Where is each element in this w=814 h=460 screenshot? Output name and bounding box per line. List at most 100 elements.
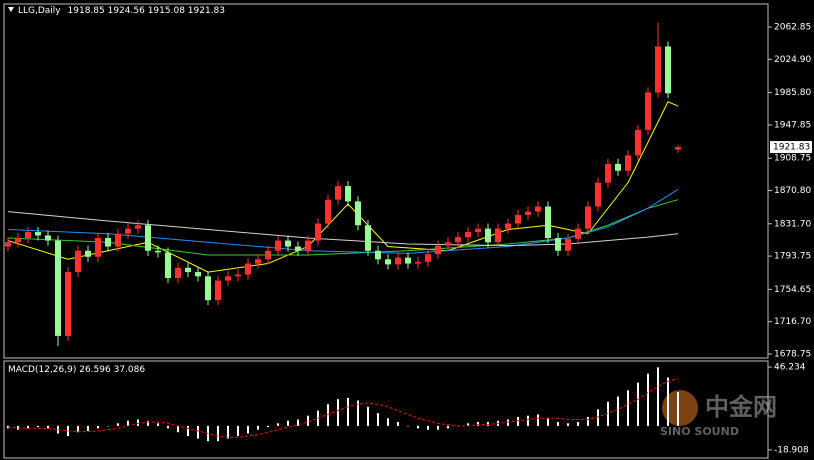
y-tick-label: 46.234	[774, 363, 806, 373]
watermark-logo	[662, 390, 698, 426]
macd-bar	[287, 420, 289, 426]
candle-body	[495, 228, 501, 243]
y-tick-label: 2024.90	[774, 55, 811, 65]
candle-body	[355, 201, 361, 226]
candle-body	[655, 46, 661, 93]
macd-bar	[377, 413, 379, 426]
macd-bar	[397, 422, 399, 426]
candle-body	[515, 215, 521, 224]
candle-body	[45, 235, 51, 241]
y-tick-label: 1716.70	[774, 317, 811, 327]
candle-body	[645, 92, 651, 130]
macd-bar	[657, 367, 659, 426]
macd-bar	[177, 425, 179, 433]
macd-bar	[37, 425, 39, 428]
candle-body	[175, 267, 181, 279]
last-high: 1924.56	[108, 6, 145, 16]
candle-body	[155, 250, 161, 253]
macd-bar	[267, 425, 269, 428]
macd-bar	[257, 425, 259, 430]
price-marker	[770, 141, 812, 154]
macd-bar	[417, 425, 419, 429]
candle-body	[465, 232, 471, 238]
macd-bar	[97, 425, 99, 429]
watermark: 中金网 SINO SOUND	[660, 390, 777, 438]
candle-body	[5, 242, 11, 247]
candle-body	[285, 240, 291, 247]
macd-bar	[357, 400, 359, 426]
macd-title: MACD(12,26,9)	[8, 365, 76, 375]
macd-bar	[107, 425, 109, 427]
candle-body	[265, 250, 271, 260]
candle-body	[55, 240, 61, 336]
macd-bar	[277, 423, 279, 426]
macd-bar	[567, 423, 569, 426]
candle-body	[25, 232, 31, 239]
candle-body	[675, 147, 681, 150]
candle-body	[135, 225, 141, 229]
macd-bar	[137, 419, 139, 426]
candle-body	[665, 46, 671, 94]
candle-body	[195, 272, 201, 277]
y-tick-label: 2062.85	[774, 23, 811, 33]
macd-bar	[647, 373, 649, 426]
candle-body	[375, 250, 381, 260]
candle-body	[625, 155, 631, 171]
macd-bar	[367, 406, 369, 426]
candle-body	[455, 237, 461, 243]
candle-body	[635, 129, 641, 156]
candle-body	[305, 240, 311, 251]
y-tick-label: 1985.80	[774, 88, 811, 98]
candle-body	[35, 232, 41, 236]
candle-body	[435, 245, 441, 255]
candle-body	[165, 252, 171, 279]
macd-bar	[587, 416, 589, 426]
candle-body	[565, 238, 571, 251]
menu-arrow[interactable]	[8, 7, 14, 12]
macd-bar	[297, 419, 299, 426]
candle-body	[525, 211, 531, 216]
macd-bar	[477, 422, 479, 426]
candle-body	[575, 228, 581, 239]
y-tick-label: 1870.80	[774, 186, 811, 196]
macd-bar	[677, 392, 679, 426]
candle-body	[145, 225, 151, 251]
macd-label: MACD(12,26,9) 26.596 37.086	[8, 365, 145, 375]
macd-bar	[27, 425, 29, 429]
candle-body	[505, 223, 511, 229]
candle-body	[485, 228, 491, 243]
candle-body	[225, 276, 231, 281]
macd-bar	[387, 418, 389, 426]
y-tick-label: 1793.75	[774, 252, 811, 262]
candle-body	[555, 238, 561, 251]
candle-body	[205, 276, 211, 301]
macd-bar	[147, 420, 149, 426]
macd-bar	[307, 415, 309, 426]
candle-body	[535, 206, 541, 212]
candle-body	[445, 242, 451, 246]
macd-last: 26.596	[79, 365, 111, 375]
macd-bar	[167, 425, 169, 429]
candle-body	[415, 261, 421, 264]
watermark-brand: 中金网	[705, 393, 777, 421]
macd-bar	[47, 425, 49, 429]
candle-body	[335, 186, 341, 200]
candle-body	[585, 206, 591, 229]
candle-body	[125, 228, 131, 234]
candle-body	[85, 250, 91, 257]
macd-bar	[7, 425, 9, 429]
macd-bar	[157, 423, 159, 426]
last-open: 1918.85	[68, 6, 105, 16]
macd-bar	[327, 404, 329, 426]
candle-body	[475, 228, 481, 233]
candle-body	[245, 263, 251, 275]
macd-bar	[447, 425, 449, 429]
macd-bar	[427, 425, 429, 430]
candle-body	[545, 206, 551, 239]
y-tick-label: 1754.65	[774, 285, 811, 295]
candle-body	[295, 246, 301, 251]
candle-body	[75, 250, 81, 273]
candle-body	[105, 238, 111, 247]
candle-body	[255, 259, 261, 264]
